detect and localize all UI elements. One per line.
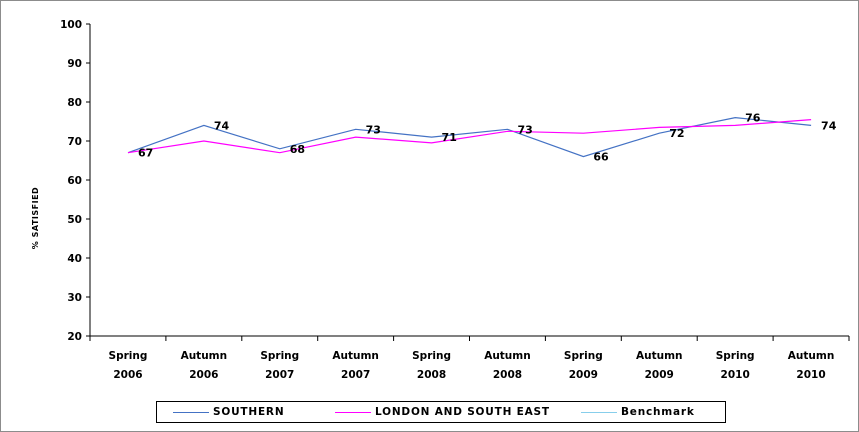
data-label: 74 <box>821 119 837 132</box>
data-label: 71 <box>442 131 457 144</box>
x-tick-label: 2006 <box>113 369 142 381</box>
y-tick-label: 50 <box>67 214 82 226</box>
x-tick-label: Autumn <box>332 350 379 362</box>
legend-item-benchmark: Benchmark <box>581 405 695 419</box>
data-labels: 67 74 68 73 71 73 66 72 76 74 <box>138 112 837 164</box>
y-tick-label: 40 <box>67 253 82 265</box>
y-tick-label: 60 <box>67 175 82 187</box>
y-tick-label: 80 <box>67 97 82 109</box>
data-label: 72 <box>669 127 684 140</box>
data-label: 73 <box>366 123 381 136</box>
data-label: 76 <box>745 112 761 125</box>
x-tick-label: 2010 <box>796 369 825 381</box>
x-tick-label: 2010 <box>721 369 750 381</box>
x-tick-label: Spring <box>109 350 148 362</box>
series-lines <box>127 116 812 158</box>
legend-label-southern: SOUTHERN <box>213 406 285 418</box>
legend-swatch-london-and-south-east <box>335 411 371 413</box>
x-tick-label: Autumn <box>788 350 835 362</box>
y-tick-label: 90 <box>67 58 82 70</box>
y-tick-label: 100 <box>60 19 82 31</box>
x-tick-label: 2007 <box>265 369 294 381</box>
data-label: 66 <box>593 151 609 164</box>
x-tick-label: 2008 <box>417 369 446 381</box>
legend-item-london-and-south-east: LONDON AND SOUTH EAST <box>335 405 550 419</box>
legend-swatch-benchmark <box>581 411 617 413</box>
x-tick-label: Autumn <box>181 350 228 362</box>
legend-label-benchmark: Benchmark <box>621 406 695 418</box>
x-tick-label: 2006 <box>189 369 218 381</box>
x-tick-label: Autumn <box>636 350 683 362</box>
x-tick-label: Spring <box>564 350 603 362</box>
legend-item-southern: SOUTHERN <box>173 405 284 419</box>
data-label: 67 <box>138 147 153 160</box>
data-label: 73 <box>517 123 532 136</box>
y-tick-label: 30 <box>67 292 82 304</box>
x-tick-label: Autumn <box>484 350 531 362</box>
legend: SOUTHERN LONDON AND SOUTH EAST Benchmark <box>156 401 726 423</box>
x-tick-label: Spring <box>716 350 755 362</box>
y-axis-title: % SATISFIED <box>31 187 40 249</box>
x-tick-label: Spring <box>260 350 299 362</box>
series-line-london-and-south-east <box>127 119 812 154</box>
x-tick-label: 2009 <box>569 369 598 381</box>
y-tick-label: 20 <box>67 331 82 343</box>
x-tick-label: 2007 <box>341 369 370 381</box>
data-label: 74 <box>214 119 230 132</box>
y-tick-label: 70 <box>67 136 82 148</box>
data-label: 68 <box>290 143 305 156</box>
x-tick-label: Spring <box>412 350 451 362</box>
legend-label-london-and-south-east: LONDON AND SOUTH EAST <box>375 406 550 418</box>
legend-swatch-southern <box>173 411 209 413</box>
axes: 20 30 40 50 60 70 80 90 100 Spring 2006 Autumn 2006 S… <box>60 19 850 381</box>
series-line-southern <box>127 116 812 158</box>
x-tick-label: 2008 <box>493 369 522 381</box>
x-tick-label: 2009 <box>645 369 674 381</box>
